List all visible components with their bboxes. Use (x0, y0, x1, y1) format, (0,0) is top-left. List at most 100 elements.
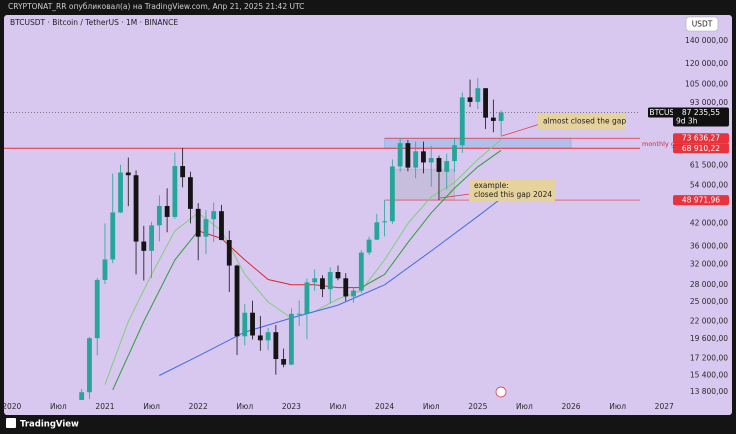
x-tick-label: Июл (609, 402, 626, 411)
price-tag-label: 87 235,55 (682, 108, 720, 117)
countdown: 9d 3h (676, 117, 698, 126)
candle-body (467, 97, 473, 102)
candle-body (188, 177, 193, 209)
candle-body (405, 143, 411, 168)
candle-body (320, 278, 325, 290)
y-tick-label: 28 000,00 (690, 280, 728, 289)
candle-body (273, 332, 279, 360)
y-tick-label: 17 200,00 (690, 354, 728, 363)
publisher: CRYPTONAT_RR опубликовал(а) на TradingVi… (8, 2, 304, 11)
candle-body (436, 158, 442, 172)
candle-body (413, 151, 419, 168)
candle-body (452, 145, 457, 162)
candle-body (483, 88, 488, 118)
candle-body (312, 278, 318, 283)
level-tag-label: 73 636,27 (682, 134, 720, 143)
candle-body (234, 265, 240, 337)
candle-body (327, 272, 333, 290)
price-tag (673, 107, 729, 127)
moving-average (112, 230, 199, 391)
candle-body (358, 252, 364, 291)
candle-body (335, 272, 341, 279)
candle-body (94, 279, 100, 339)
brand-logo (6, 418, 16, 428)
x-tick-label: Июл (330, 402, 347, 411)
candle-body (156, 205, 162, 226)
candle-body (180, 166, 186, 178)
candle-body (444, 161, 450, 172)
candle-body (118, 172, 123, 213)
y-tick-label: 54 000,00 (690, 180, 728, 189)
note-text: closed this gap 2024 (474, 190, 552, 199)
candle-body (219, 211, 224, 241)
candle-body (459, 97, 465, 146)
candle-body (288, 313, 294, 365)
y-tick-label: 32 000,00 (690, 260, 728, 269)
candle-body (475, 88, 481, 102)
x-tick-label: 2027 (655, 402, 674, 411)
level-tag-label: 48 971,96 (682, 196, 720, 205)
chart-title: BTCUSDT · Bitcoin / TetherUS · 1M · BINA… (10, 18, 178, 27)
plot (4, 77, 640, 400)
gap-zone (391, 168, 455, 201)
x-tick-label: 2021 (95, 402, 114, 411)
y-tick-label: 15 400,00 (690, 370, 728, 379)
candle-body (366, 239, 372, 253)
candle-body (79, 392, 85, 400)
flash-icon[interactable] (495, 386, 507, 398)
candle-body (87, 338, 92, 393)
candle-body (149, 225, 154, 251)
note-text: example: (474, 181, 509, 190)
candle-body (125, 172, 131, 176)
candle-body (211, 211, 217, 220)
gap-zone (384, 137, 572, 149)
candle-body (343, 278, 349, 297)
y-tick-label: 140 000,00 (685, 36, 728, 45)
candle-body (242, 312, 248, 337)
currency-label[interactable]: USDT (692, 20, 713, 29)
candle-body (296, 313, 302, 315)
candle-body (382, 221, 388, 223)
candle-body (351, 290, 356, 297)
level-tag (673, 143, 729, 154)
note-box (469, 180, 555, 201)
candle-body (281, 359, 287, 365)
moving-average (159, 198, 502, 376)
y-tick-label: 36 000,00 (690, 242, 728, 251)
candle-body (133, 175, 139, 242)
note-box (538, 114, 626, 129)
candle-body (389, 166, 395, 222)
candle-body (226, 240, 232, 266)
candle-body (265, 332, 271, 341)
x-tick-label: 2023 (282, 402, 301, 411)
brand: TradingView (20, 420, 79, 430)
moving-average (198, 230, 362, 289)
x-tick-label: Июл (50, 402, 67, 411)
x-tick-label: Июл (143, 402, 160, 411)
y-tick-label: 25 000,00 (690, 297, 728, 306)
y-tick-label: 13 800,00 (690, 387, 728, 396)
x-tick-label: Июл (236, 402, 253, 411)
candle-body (203, 219, 209, 237)
y-tick-label: 105 000,00 (685, 79, 728, 88)
candle-body (141, 241, 147, 251)
note-arrow (501, 123, 541, 137)
x-tick-label: 2022 (189, 402, 208, 411)
y-tick-label: 22 000,00 (690, 316, 728, 325)
y-tick-label: 19 600,00 (690, 334, 728, 343)
candle-body (498, 112, 504, 121)
note-text: almost closed the gap (543, 117, 626, 126)
x-tick-label: Июл (516, 402, 533, 411)
candle-body (397, 143, 403, 167)
level-tag-label: 68 910,22 (682, 144, 720, 153)
x-tick-label: 2024 (375, 402, 394, 411)
gap-label: monthly gap (642, 140, 683, 148)
x-tick-label: 2025 (468, 402, 487, 411)
candle-body (428, 158, 434, 163)
x-tick-label: 2020 (2, 402, 21, 411)
currency-button[interactable] (685, 16, 719, 32)
candle-body (304, 282, 310, 314)
y-tick-label: 93 000,00 (690, 98, 728, 107)
candle-body (490, 117, 496, 121)
